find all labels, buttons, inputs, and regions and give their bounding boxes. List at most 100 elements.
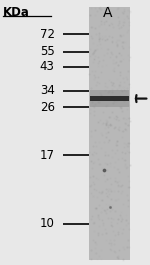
Point xyxy=(105,238,108,242)
Point xyxy=(99,7,101,11)
Point xyxy=(126,193,128,197)
Point xyxy=(91,238,94,242)
Point xyxy=(127,123,129,127)
Point xyxy=(124,122,127,127)
Point xyxy=(111,207,113,211)
Point xyxy=(118,73,121,77)
Point xyxy=(101,34,103,38)
Point xyxy=(121,89,123,93)
Point xyxy=(97,55,99,59)
Point xyxy=(111,52,114,56)
Point xyxy=(117,217,120,221)
Point xyxy=(107,153,110,157)
Point xyxy=(90,159,92,164)
Point xyxy=(116,44,119,48)
Point xyxy=(115,116,117,121)
Point xyxy=(97,157,99,161)
Point xyxy=(120,53,122,57)
Point xyxy=(126,30,129,34)
Point xyxy=(93,182,95,187)
Point xyxy=(110,122,112,127)
Point xyxy=(116,184,119,188)
Point xyxy=(107,189,109,193)
Point xyxy=(117,254,119,258)
Point xyxy=(107,187,109,192)
Point xyxy=(88,150,91,154)
Point xyxy=(126,165,129,170)
Point xyxy=(92,144,95,148)
Point xyxy=(90,217,92,221)
Point xyxy=(126,68,129,73)
Point xyxy=(114,143,117,147)
Point xyxy=(111,22,113,26)
Point xyxy=(122,158,125,162)
Point xyxy=(120,85,123,90)
Point xyxy=(104,179,106,183)
Point xyxy=(90,151,93,156)
Point xyxy=(103,8,106,12)
Point xyxy=(112,25,114,29)
Point xyxy=(90,248,92,252)
Point xyxy=(119,80,121,84)
Point xyxy=(115,40,117,45)
Point xyxy=(121,231,123,235)
Point xyxy=(98,96,101,100)
Point xyxy=(108,122,111,126)
Point xyxy=(124,127,126,131)
Point xyxy=(109,21,112,25)
Point xyxy=(110,154,113,159)
Point xyxy=(96,195,98,199)
Point xyxy=(96,9,99,14)
Point xyxy=(93,54,96,58)
Point xyxy=(93,73,95,77)
Point xyxy=(127,237,129,242)
Point xyxy=(128,82,130,86)
Point xyxy=(123,80,125,84)
Point xyxy=(116,179,119,184)
Point xyxy=(127,69,130,73)
Point xyxy=(93,150,95,154)
Point xyxy=(103,167,105,172)
Point xyxy=(128,95,130,99)
Point xyxy=(92,174,94,179)
Point xyxy=(94,26,97,30)
Point xyxy=(123,7,126,12)
Point xyxy=(113,188,115,193)
Point xyxy=(122,129,124,133)
Point xyxy=(114,151,117,155)
Point xyxy=(104,88,106,92)
Point xyxy=(94,246,97,250)
Text: 43: 43 xyxy=(40,60,55,73)
Point xyxy=(89,107,91,112)
Point xyxy=(108,205,111,209)
Point xyxy=(125,223,128,228)
Point xyxy=(102,223,104,228)
Point xyxy=(101,218,104,222)
Point xyxy=(125,117,128,122)
Point xyxy=(110,220,112,224)
Point xyxy=(91,25,93,29)
Text: 72: 72 xyxy=(40,28,55,41)
Point xyxy=(117,256,120,260)
Point xyxy=(100,94,102,98)
Point xyxy=(105,27,107,31)
Point xyxy=(101,198,103,202)
Point xyxy=(104,84,106,88)
Point xyxy=(127,45,130,49)
Point xyxy=(102,121,104,126)
Point xyxy=(98,81,100,85)
Point xyxy=(127,198,129,202)
Point xyxy=(127,15,129,20)
Point xyxy=(93,220,95,224)
Point xyxy=(128,8,131,13)
Point xyxy=(107,90,109,95)
Point xyxy=(100,19,102,23)
Point xyxy=(105,96,108,101)
Point xyxy=(112,60,114,65)
Point xyxy=(119,94,122,98)
Point xyxy=(99,36,101,40)
Point xyxy=(110,83,113,87)
Point xyxy=(117,118,119,123)
Point xyxy=(106,47,108,51)
Point xyxy=(123,121,126,125)
